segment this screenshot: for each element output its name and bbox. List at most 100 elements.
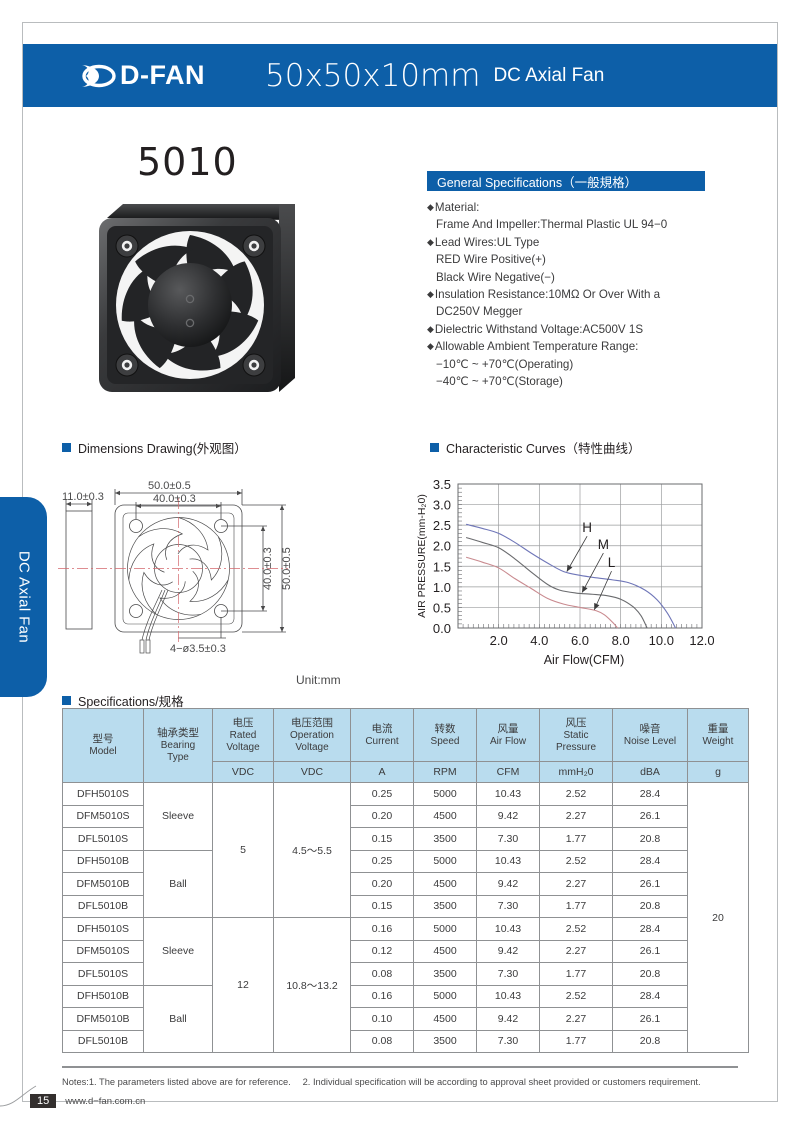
cell-model: DFL5010B	[62, 894, 144, 918]
chart-ytick-label: 2.0	[433, 539, 451, 554]
general-spec-line: ◆Lead Wires:UL Type	[427, 234, 727, 251]
cell-noise-level: 28.4	[612, 782, 688, 806]
table-row: DFM5010B 0.20 4500 9.42 2.27 26.1	[62, 872, 749, 896]
chart-xtick-label: 6.0	[571, 633, 589, 648]
cell-current: 0.25	[350, 849, 414, 873]
table-unit-operation-voltage: VDC	[273, 761, 351, 783]
section-marker-icon	[430, 443, 439, 452]
cell-bearing-type: Sleeve	[143, 782, 213, 851]
general-spec-line-text: Allowable Ambient Temperature Range:	[434, 340, 639, 354]
general-spec-line: RED Wire Positive(+)	[427, 251, 727, 268]
chart-series-M	[465, 536, 648, 629]
cell-static-pressure: 2.27	[539, 939, 613, 963]
cell-static-pressure: 2.52	[539, 849, 613, 873]
table-header-en2: Voltage	[226, 741, 260, 753]
chart-annotation-label-H: H	[582, 520, 592, 535]
general-spec-line-text: Frame And Impeller:Thermal Plastic UL 94…	[436, 218, 668, 232]
chart-annotation-leader	[593, 570, 612, 611]
cell-rated-voltage: 12	[212, 917, 274, 1053]
table-row: DFM5010B 0.10 4500 9.42 2.27 26.1	[62, 1007, 749, 1031]
cell-current: 0.20	[350, 804, 414, 828]
cell-air-flow: 9.42	[476, 804, 540, 828]
table-unit-static-pressure: mmH₂0	[539, 761, 613, 783]
characteristic-curves-title-text: Characteristic Curves（特性曲线）	[446, 442, 641, 456]
cell-weight: 20	[687, 782, 749, 1053]
diamond-bullet-icon: ◆	[427, 202, 434, 212]
unit-label: Unit:mm	[296, 673, 341, 687]
footer-swoosh-decoration	[0, 1078, 40, 1108]
cell-model: DFH5010S	[62, 782, 144, 806]
cell-noise-level: 20.8	[612, 1029, 688, 1053]
cell-noise-level: 20.8	[612, 894, 688, 918]
cell-model: DFM5010B	[62, 1007, 144, 1031]
general-spec-line: ◆Dielectric Withstand Voltage:AC500V 1S	[427, 321, 727, 338]
cell-model: DFM5010S	[62, 804, 144, 828]
cell-model: DFH5010S	[62, 917, 144, 941]
table-header-en2: Voltage	[295, 741, 329, 753]
table-header-en2: Type	[167, 752, 189, 763]
page-footer: 15 www.d−fan.com.cn	[30, 1094, 145, 1108]
table-header-en: Rated	[229, 729, 257, 741]
diamond-bullet-icon: ◆	[427, 289, 434, 300]
cell-noise-level: 28.4	[612, 917, 688, 941]
cell-noise-level: 26.1	[612, 1007, 688, 1031]
cell-air-flow: 7.30	[476, 827, 540, 851]
chart-annotation-label-L: L	[608, 555, 616, 570]
cell-static-pressure: 2.52	[539, 984, 613, 1008]
table-header-air-flow: 风量 Air Flow	[476, 708, 540, 762]
brand-name: D-FAN	[120, 60, 205, 90]
cell-operation-voltage: 10.8～13.2	[273, 917, 351, 1053]
chart-xtick-label: 8.0	[612, 633, 630, 648]
page-header-banner: D-FAN 50x50x10mm DC Axial Fan	[23, 44, 777, 107]
website-url[interactable]: www.d−fan.com.cn	[65, 1095, 146, 1107]
cell-current: 0.08	[350, 1029, 414, 1053]
notes-divider	[62, 1066, 738, 1068]
table-header-en2: Pressure	[555, 741, 596, 753]
cell-model: DFH5010B	[62, 849, 144, 873]
table-row: DFL5010S 0.08 3500 7.30 1.77 20.8	[62, 962, 749, 986]
cell-speed: 5000	[413, 984, 477, 1008]
chart-annotation-leader	[566, 535, 588, 572]
specifications-table: 型号 Model 轴承类型 Bearing Type 电压 Rated Voltage 电压范围…	[62, 708, 749, 1053]
table-header-rated-voltage: 电压 Rated Voltage	[212, 708, 274, 762]
chart-xtick-label: 2.0	[490, 633, 508, 648]
chart-annotation-arrow	[582, 585, 588, 593]
table-header-en: Weight	[702, 735, 734, 747]
general-spec-line: −40℃ ~ +70℃(Storage)	[427, 373, 727, 390]
table-unit-weight: g	[687, 761, 749, 783]
cell-current: 0.16	[350, 917, 414, 941]
table-row: DFH5010B Ball 0.16 5000 10.43 2.52 28.4	[62, 984, 749, 1053]
cell-speed: 5000	[413, 917, 477, 941]
chart-ytick-label: 0.0	[433, 621, 451, 636]
table-header-noise-level: 噪音 Noise Level	[612, 708, 688, 762]
table-header-cn: 电压范围	[291, 716, 333, 729]
cell-noise-level: 20.8	[612, 962, 688, 986]
table-header-operation-voltage: 电压范围 Operation Voltage	[273, 708, 351, 762]
cell-speed: 3500	[413, 827, 477, 851]
cell-model: DFL5010S	[62, 962, 144, 986]
cell-current: 0.10	[350, 1007, 414, 1031]
chart-annotation-label-M: M	[598, 537, 609, 552]
cell-static-pressure: 1.77	[539, 827, 613, 851]
general-specifications-title: General Specifications（一般規格）	[427, 171, 705, 191]
table-header-cn: 轴承类型	[157, 727, 199, 739]
cell-bearing-type: Sleeve	[143, 917, 213, 986]
dimensions-drawing-title: Dimensions Drawing(外观图）	[62, 438, 247, 457]
cell-speed: 4500	[413, 872, 477, 896]
dim-outer-top-label: 50.0±0.5	[148, 480, 191, 492]
cell-static-pressure: 1.77	[539, 1029, 613, 1053]
cell-air-flow: 10.43	[476, 917, 540, 941]
ellipse-swoosh-logo-icon	[78, 63, 118, 89]
table-body: DFH5010S Sleeve 5 4.5～5.5 0.25 5000 10.43 2.52 2…	[62, 782, 749, 1053]
table-header-en: Speed	[430, 735, 460, 747]
table-header-en: Bearing	[160, 740, 196, 751]
chart-annotation-arrow	[566, 564, 573, 572]
general-spec-line: ◆Allowable Ambient Temperature Range:	[427, 338, 727, 355]
cell-static-pressure: 2.27	[539, 1007, 613, 1031]
cell-air-flow: 10.43	[476, 782, 540, 806]
cell-air-flow: 10.43	[476, 984, 540, 1008]
cell-current: 0.08	[350, 962, 414, 986]
general-specifications-title-text: General Specifications（一般規格）	[437, 175, 638, 190]
brand-logo: D-FAN	[78, 60, 205, 91]
chart-ytick-label: 0.5	[433, 600, 451, 615]
